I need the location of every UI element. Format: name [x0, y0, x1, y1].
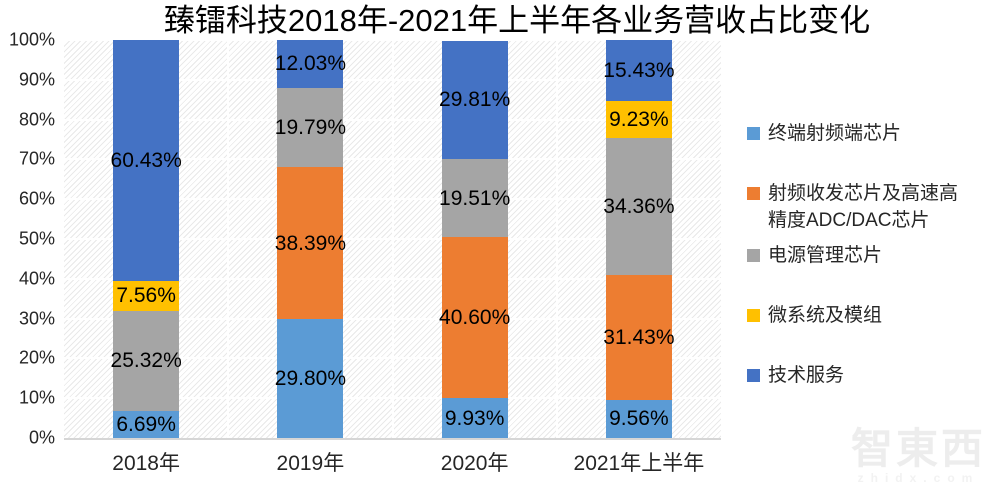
y-tick-label: 0% [28, 427, 55, 448]
legend-label: 电源管理芯片 [768, 245, 883, 266]
data-label: 15.43% [603, 59, 675, 83]
bar-segment: 31.43% [603, 274, 675, 400]
y-tick-label: 60% [18, 188, 55, 209]
bar-slot: 6.69% 25.32% 7.56% 60.43% [64, 40, 228, 438]
gridline-horizontal [64, 118, 721, 121]
chart-title: 臻镭科技2018年-2021年上半年各业务营收占比变化 [163, 3, 871, 38]
bar-segment: 9.93% [441, 398, 508, 438]
bars: 6.69% 25.32% 7.56% 60.43% 29.80% 38.39% 19.79%… [64, 39, 721, 438]
bar-segment: 19.51% [439, 159, 511, 237]
gridline-horizontal [64, 277, 721, 280]
bar-segment: 25.32% [110, 310, 182, 412]
legend-label: 微系统及模组 [768, 305, 883, 326]
data-label: 31.43% [603, 325, 675, 349]
y-tick-label: 10% [18, 387, 55, 408]
data-label: 29.81% [439, 88, 511, 112]
bar-slot: 9.56% 31.43% 34.36% 9.23% 15.43% [557, 39, 721, 438]
bar-segment: 6.69% [113, 411, 180, 438]
bar-segment: 38.39% [274, 166, 346, 320]
bar-slot: 9.93% 40.60% 19.51% 29.81% [393, 40, 557, 438]
legend-swatch-icon [747, 187, 760, 200]
legend-item: 终端射频端芯片 [747, 120, 901, 147]
plot-area: 6.69% 25.32% 7.56% 60.43% 29.80% 38.39% 19.79%… [64, 39, 721, 440]
legend-swatch-icon [747, 127, 760, 140]
watermark-domain: zhidx.com [857, 471, 980, 485]
legend-item: 射频收发芯片及高速高精度ADC/DAC芯片 [747, 180, 976, 234]
data-label: 19.79% [274, 115, 346, 139]
x-axis-labels: 2018年 2019年 2020年 2021年上半年 [64, 447, 721, 477]
y-tick-label: 20% [18, 347, 55, 368]
y-tick-label: 80% [18, 109, 55, 130]
x-category-label: 2020年 [440, 452, 509, 475]
stacked-bar: 9.93% 40.60% 19.51% 29.81% [439, 40, 511, 438]
y-tick-label: 50% [18, 228, 55, 249]
y-tick-label: 90% [18, 69, 55, 90]
stacked-bar: 29.80% 38.39% 19.79% 12.03% [274, 40, 346, 438]
stacked-bar: 6.69% 25.32% 7.56% 60.43% [110, 40, 182, 438]
gridline-horizontal [64, 357, 721, 360]
bar-segment: 29.81% [439, 40, 511, 160]
legend-label: 射频收发芯片及高速高精度ADC/DAC芯片 [768, 183, 959, 231]
gridline-horizontal [64, 397, 721, 400]
data-label: 9.56% [609, 407, 669, 431]
bar-slot: 29.80% 38.39% 19.79% 12.03% [228, 40, 392, 438]
data-label: 60.43% [110, 148, 182, 172]
legend-swatch-icon [747, 249, 760, 262]
data-label: 19.51% [439, 186, 511, 210]
gridline-horizontal [64, 198, 721, 201]
y-tick-label: 100% [8, 29, 55, 50]
gridline-horizontal [64, 78, 721, 81]
data-label: 12.03% [274, 52, 346, 76]
bar-segment: 9.23% [605, 101, 672, 139]
data-label: 34.36% [603, 195, 675, 218]
y-tick-label: 30% [18, 308, 55, 329]
legend-item: 电源管理芯片 [747, 242, 882, 269]
bar-segment: 15.43% [603, 39, 675, 102]
legend-swatch-icon [747, 309, 760, 322]
stacked-bar: 9.56% 31.43% 34.36% 9.23% 15.43% [603, 39, 675, 438]
data-label: 40.60% [439, 306, 511, 330]
bar-segment: 60.43% [110, 40, 182, 281]
gridline-horizontal [64, 39, 721, 41]
bar-segment: 34.36% [603, 138, 675, 275]
legend-item: 微系统及模组 [747, 302, 882, 329]
legend-label: 终端射频端芯片 [768, 123, 902, 144]
data-label: 9.93% [444, 406, 505, 430]
gridline-horizontal [64, 158, 721, 161]
legend-label: 技术服务 [768, 365, 845, 386]
data-label: 25.32% [110, 349, 182, 373]
data-label: 38.39% [274, 231, 346, 255]
x-category-label: 2018年 [112, 452, 180, 475]
y-tick-label: 70% [18, 148, 55, 169]
data-label: 9.23% [609, 108, 669, 132]
legend: 终端射频端芯片射频收发芯片及高速高精度ADC/DAC芯片电源管理芯片 微系统及模组… [747, 40, 997, 438]
gridline-horizontal [64, 317, 721, 320]
x-category-label: 2021年上半年 [573, 452, 705, 475]
bar-segment: 7.56% [113, 280, 180, 311]
data-label: 7.56% [116, 284, 176, 308]
y-tick-label: 40% [18, 268, 55, 289]
legend-swatch-icon [747, 369, 760, 382]
bar-segment: 29.80% [274, 319, 346, 438]
bar-segment: 19.79% [274, 87, 346, 167]
data-label: 6.69% [116, 413, 176, 437]
data-label: 29.80% [274, 367, 346, 391]
legend-item: 技术服务 [747, 362, 844, 389]
gridline-horizontal [64, 238, 721, 240]
bar-segment: 12.03% [274, 40, 346, 88]
x-category-label: 2019年 [276, 452, 345, 475]
y-axis: 100% 90% 80% 70% 60% 50% 40% 30% 20% 10% 0% [0, 30, 55, 448]
bar-segment: 40.60% [439, 236, 511, 399]
bar-segment: 9.56% [605, 399, 672, 438]
